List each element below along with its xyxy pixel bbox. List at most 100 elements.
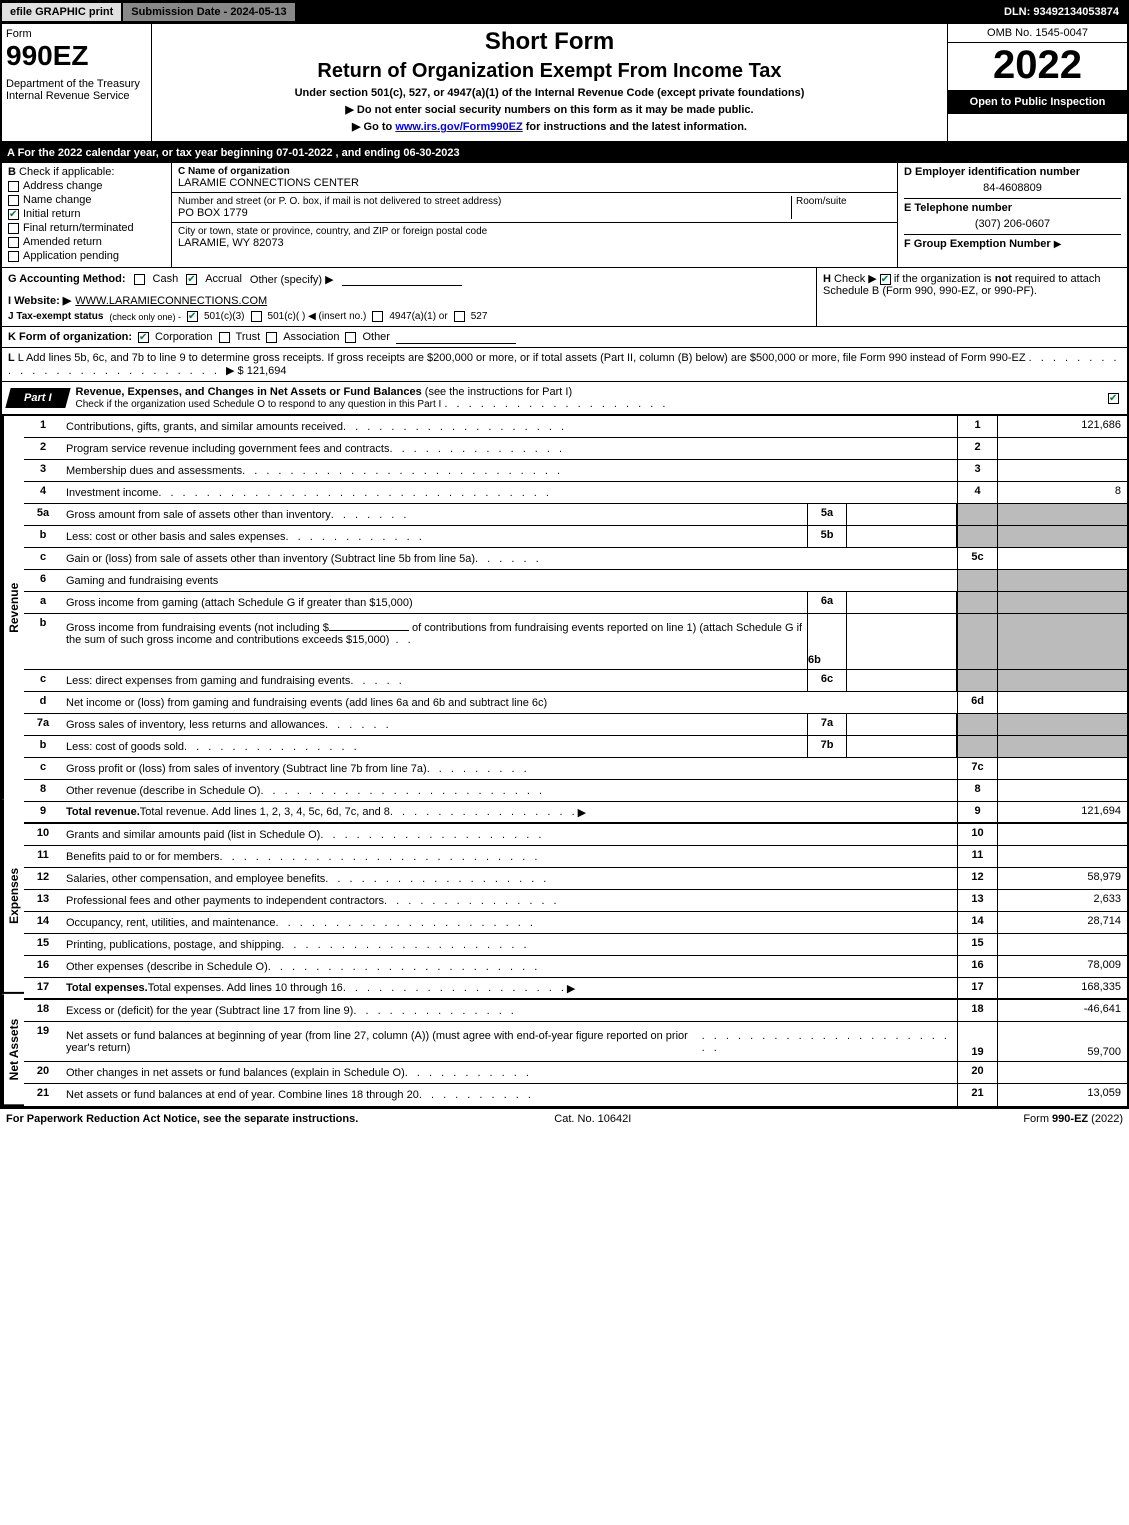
cb-corporation[interactable]	[138, 332, 149, 343]
section-bcd: B Check if applicable: Address change Na…	[0, 163, 1129, 268]
cb-application-pending[interactable]	[8, 251, 19, 262]
line-20: 20 Other changes in net assets or fund b…	[24, 1062, 1127, 1084]
side-revenue: Revenue	[2, 416, 24, 800]
line-18: 18 Excess or (deficit) for the year (Sub…	[24, 1000, 1127, 1022]
header-center: Short Form Return of Organization Exempt…	[152, 24, 947, 141]
line-2-value	[997, 438, 1127, 459]
line-4: 4 Investment income . . . . . . . . . . …	[24, 482, 1127, 504]
footer-left: For Paperwork Reduction Act Notice, see …	[6, 1113, 358, 1125]
line-6: 6 Gaming and fundraising events	[24, 570, 1127, 592]
line-19-value: 59,700	[997, 1022, 1127, 1061]
footer-cat-no: Cat. No. 10642I	[554, 1113, 631, 1125]
website-value[interactable]: WWW.LARAMIECONNECTIONS.COM	[75, 295, 267, 307]
501c3-label: 501(c)(3)	[204, 311, 245, 322]
cash-label: Cash	[153, 273, 179, 285]
address-change-label: Address change	[23, 180, 103, 192]
dln-label: DLN: 93492134053874	[996, 3, 1127, 21]
line-5b: b Less: cost or other basis and sales ex…	[24, 526, 1127, 548]
line-1: 1 Contributions, gifts, grants, and simi…	[24, 416, 1127, 438]
cb-initial-return[interactable]	[8, 209, 19, 220]
cb-address-change[interactable]	[8, 181, 19, 192]
part-1-title: Revenue, Expenses, and Changes in Net As…	[68, 382, 1100, 414]
other-specify-input[interactable]	[342, 272, 462, 286]
h-check-text: Check ▶	[834, 273, 877, 285]
line-7a-value	[847, 714, 957, 735]
amended-return-label: Amended return	[23, 236, 102, 248]
line-14-value: 28,714	[997, 912, 1127, 933]
cb-part1-schedule-o[interactable]	[1108, 393, 1119, 404]
section-c: C Name of organization LARAMIE CONNECTIO…	[172, 163, 897, 267]
h-text2: if the organization is	[894, 273, 995, 285]
line-11-value	[997, 846, 1127, 867]
tax-year: 2022	[948, 43, 1127, 88]
cb-4947[interactable]	[372, 311, 383, 322]
line-9-value: 121,694	[997, 802, 1127, 822]
cb-501c3[interactable]	[187, 311, 198, 322]
part-1-table: Revenue Expenses Net Assets 1 Contributi…	[0, 416, 1129, 1108]
short-form-title: Short Form	[160, 28, 939, 56]
g-label: G Accounting Method:	[8, 273, 126, 285]
4947-label: 4947(a)(1) or	[389, 311, 447, 322]
section-a-tax-year: A For the 2022 calendar year, or tax yea…	[0, 143, 1129, 163]
irs-link[interactable]: www.irs.gov/Form990EZ	[395, 121, 522, 133]
header-right: OMB No. 1545-0047 2022 Open to Public In…	[947, 24, 1127, 141]
line-6b-input[interactable]	[329, 617, 409, 631]
trust-label: Trust	[236, 331, 261, 343]
other-org-input[interactable]	[396, 330, 516, 344]
other-org-label: Other	[362, 331, 390, 343]
b-label: B	[8, 166, 16, 178]
application-pending-label: Application pending	[23, 250, 119, 262]
return-title: Return of Organization Exempt From Incom…	[160, 60, 939, 83]
line-1-value: 121,686	[997, 416, 1127, 437]
cb-schedule-b-not-required[interactable]	[880, 274, 891, 285]
dept-label: Department of the Treasury Internal Reve…	[6, 78, 147, 102]
cb-association[interactable]	[266, 332, 277, 343]
k-label: K Form of organization:	[8, 331, 132, 343]
cb-accrual[interactable]	[186, 274, 197, 285]
line-5b-value	[847, 526, 957, 547]
cb-trust[interactable]	[219, 332, 230, 343]
line-5c-value	[997, 548, 1127, 569]
line-10: 10 Grants and similar amounts paid (list…	[24, 824, 1127, 846]
j-label: J Tax-exempt status	[8, 311, 103, 322]
line-7a: 7a Gross sales of inventory, less return…	[24, 714, 1127, 736]
footer-form-ref: Form 990-EZ (2022)	[1023, 1113, 1123, 1125]
side-expenses: Expenses	[2, 800, 24, 994]
efile-print-button[interactable]: efile GRAPHIC print	[2, 3, 123, 21]
line-7c-value	[997, 758, 1127, 779]
section-b: B Check if applicable: Address change Na…	[2, 163, 172, 267]
section-g-i-j: G Accounting Method: Cash Accrual Other …	[2, 268, 817, 326]
section-l: L L Add lines 5b, 6c, and 7b to line 9 t…	[0, 348, 1129, 382]
cb-name-change[interactable]	[8, 195, 19, 206]
city-label: City or town, state or province, country…	[178, 226, 891, 237]
l-text: L Add lines 5b, 6c, and 7b to line 9 to …	[18, 352, 1026, 364]
501c-label: 501(c)( ) ◀ (insert no.)	[268, 311, 367, 322]
cb-final-return[interactable]	[8, 223, 19, 234]
accrual-label: Accrual	[205, 273, 242, 285]
line-9: 9 Total revenue. Total revenue. Add line…	[24, 802, 1127, 824]
side-net-assets: Net Assets	[2, 994, 24, 1106]
line-12: 12 Salaries, other compensation, and emp…	[24, 868, 1127, 890]
line-14: 14 Occupancy, rent, utilities, and maint…	[24, 912, 1127, 934]
cb-amended-return[interactable]	[8, 237, 19, 248]
part-1-header: Part I Revenue, Expenses, and Changes in…	[0, 382, 1129, 416]
line-17: 17 Total expenses. Total expenses. Add l…	[24, 978, 1127, 1000]
cb-501c[interactable]	[251, 311, 262, 322]
line-13: 13 Professional fees and other payments …	[24, 890, 1127, 912]
part-1-tab: Part I	[5, 388, 70, 408]
cb-cash[interactable]	[134, 274, 145, 285]
top-bar: efile GRAPHIC print Submission Date - 20…	[0, 0, 1129, 24]
line-11: 11 Benefits paid to or for members . . .…	[24, 846, 1127, 868]
line-6d-value	[997, 692, 1127, 713]
line-8: 8 Other revenue (describe in Schedule O)…	[24, 780, 1127, 802]
cb-527[interactable]	[454, 311, 465, 322]
org-name: LARAMIE CONNECTIONS CENTER	[178, 177, 891, 189]
submission-date-label: Submission Date - 2024-05-13	[123, 3, 296, 21]
line-10-value	[997, 824, 1127, 845]
form-header: Form 990EZ Department of the Treasury In…	[0, 24, 1129, 143]
tel-value: (307) 206-0607	[904, 214, 1121, 234]
line-12-value: 58,979	[997, 868, 1127, 889]
cb-other-org[interactable]	[345, 332, 356, 343]
tel-label: E Telephone number	[904, 198, 1121, 214]
line-5a: 5a Gross amount from sale of assets othe…	[24, 504, 1127, 526]
